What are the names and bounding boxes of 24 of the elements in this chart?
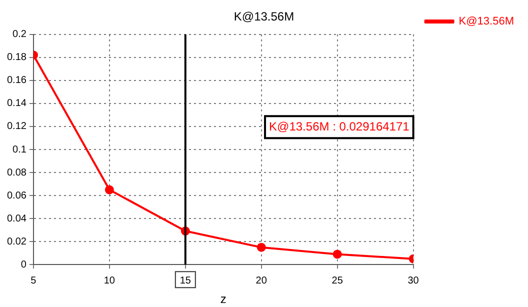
y-tick-label: 0.16 (6, 75, 27, 86)
y-tick-label: 0.04 (6, 213, 27, 224)
y-tick-label: 0.18 (6, 52, 27, 64)
y-tick-label: 0.08 (6, 167, 27, 178)
y-tick-label: 0.12 (6, 121, 27, 132)
legend-label: K@13.56M (458, 16, 514, 28)
annotation: K@13.56M : 0.029164171 (269, 119, 410, 134)
x-tick-label: 5 (30, 275, 37, 286)
x-tick-label: 30 (408, 275, 420, 286)
x-tick-label: 15 (180, 275, 192, 286)
y-tick-label: 0.02 (6, 236, 27, 248)
y-tick-label: 0 (20, 259, 27, 270)
y-tick-label: 0.1 (12, 144, 27, 156)
y-tick-label: 0.2 (12, 29, 27, 40)
chart-title: K@13.56M (234, 10, 294, 24)
x-tick-label: 20 (256, 275, 268, 286)
y-tick-label: 0.14 (6, 98, 27, 110)
point (332, 250, 342, 259)
x-axis-title: z (220, 292, 226, 306)
x-tick-label: 10 (104, 275, 116, 286)
point (256, 242, 266, 252)
x-tick-label: 25 (332, 275, 344, 286)
point (104, 185, 114, 194)
y-tick-label: 0.06 (6, 190, 27, 202)
